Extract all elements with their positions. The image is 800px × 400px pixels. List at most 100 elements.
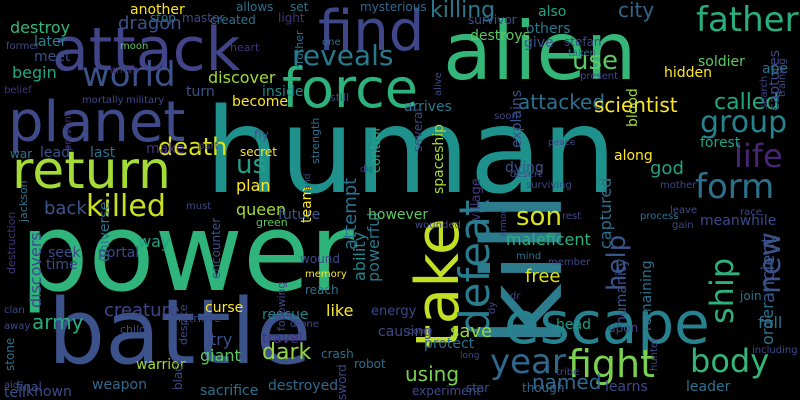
word-tribe: tribe xyxy=(556,367,580,378)
word-power: power xyxy=(20,191,354,316)
word-turn: turn xyxy=(186,84,215,100)
word-rest: rest xyxy=(562,211,582,222)
word-land: land xyxy=(303,173,313,193)
word-human: human xyxy=(205,82,617,220)
word-long: long xyxy=(460,351,480,361)
word-mother: mother xyxy=(660,180,697,191)
word-head: head xyxy=(556,317,591,333)
word-heart: heart xyxy=(230,41,260,54)
word-last: last xyxy=(90,145,116,161)
word-return: return xyxy=(12,141,171,201)
word-dragon: dragon xyxy=(118,13,182,34)
word-though: though xyxy=(522,381,565,395)
word-drone: drone xyxy=(290,319,319,330)
word-secret: secret xyxy=(240,145,277,159)
word-meet: meet xyxy=(34,49,71,65)
word-created: created xyxy=(210,13,256,27)
word-including: including xyxy=(752,345,798,356)
word-arrives: arrives xyxy=(404,99,452,115)
word-fall: fall xyxy=(758,313,783,332)
word-remaining: remaining xyxy=(639,260,655,331)
word-however: however xyxy=(368,207,429,223)
word-tell: tell xyxy=(4,385,26,400)
word-causing: causing xyxy=(378,324,433,340)
word-soon: soon xyxy=(494,111,518,122)
word-make: make xyxy=(146,141,185,157)
word-mind: mind xyxy=(516,251,542,262)
word-city: city xyxy=(618,0,655,22)
word-former: former xyxy=(6,41,40,52)
word-experiment: experiment xyxy=(412,384,481,398)
word-escape: escape xyxy=(504,289,710,357)
word-become: become xyxy=(232,94,289,110)
word-try: try xyxy=(210,330,233,349)
word-alive: alive xyxy=(433,72,444,96)
word-star: star xyxy=(466,381,490,395)
word-military: military xyxy=(126,95,165,106)
word-away: away xyxy=(4,321,31,332)
word-giant: giant xyxy=(200,346,241,365)
word-body: body xyxy=(690,342,770,380)
word-death: death xyxy=(158,133,228,161)
word-warrior: warrior xyxy=(136,357,186,373)
word-called: called xyxy=(714,90,780,115)
word-village: village xyxy=(469,178,484,221)
word-desert: desert xyxy=(510,169,542,180)
word-year: year xyxy=(490,342,566,382)
word-child: child xyxy=(120,323,147,336)
word-race: race xyxy=(740,207,762,218)
word-leader: leader xyxy=(686,379,731,395)
word-battle: battle xyxy=(48,280,312,385)
word-join: join xyxy=(740,289,762,303)
word-mysterious: mysterious xyxy=(360,0,427,14)
word-curse: curse xyxy=(205,300,244,316)
word-use: use xyxy=(572,46,619,76)
word-master: master xyxy=(182,11,225,25)
word-father: father xyxy=(696,0,799,40)
word-present: present xyxy=(580,71,619,82)
word-reach: reach xyxy=(305,283,339,297)
word-protect: protect xyxy=(424,336,475,352)
word-maleficent: maleficent xyxy=(506,230,591,249)
word-also: also xyxy=(538,4,567,20)
word-discover: discover xyxy=(208,68,276,87)
word-stop: stop xyxy=(150,11,176,25)
word-belief: belief xyxy=(4,85,32,96)
word-way: way xyxy=(138,232,171,251)
word-blood: blood xyxy=(625,88,641,127)
word-fly: fly xyxy=(254,128,269,142)
word-reveals: reveals xyxy=(292,39,394,72)
word-attacked: attacked xyxy=(518,90,606,114)
word-attack: attack xyxy=(52,15,241,85)
word-creature: creature xyxy=(104,300,180,321)
word-allows: allows xyxy=(236,0,274,14)
word-meanwhile: meanwhile xyxy=(700,213,777,229)
word-give: give xyxy=(524,35,554,51)
word-jackson: jackson xyxy=(17,180,30,222)
word-time: time xyxy=(46,257,78,273)
word-crash: crash xyxy=(321,347,354,361)
word-later: later xyxy=(34,34,67,50)
word-hunter: hunter xyxy=(649,337,660,371)
word-seek: seek xyxy=(48,245,81,261)
word-hidden: hidden xyxy=(664,65,713,81)
word-brother: brother xyxy=(293,30,306,71)
word-moon: moon xyxy=(120,41,149,52)
word-part: part xyxy=(198,141,219,152)
word-scientist: scientist xyxy=(594,93,678,117)
word-search: search xyxy=(759,75,770,109)
word-humanity: humanity xyxy=(614,258,630,326)
word-stefan: stefan xyxy=(564,35,602,49)
word-destroy: destroy xyxy=(10,18,71,37)
word-arrive: arrive xyxy=(110,65,140,76)
word-taken: taken xyxy=(568,48,596,59)
word-plan: plan xyxy=(236,176,271,195)
word-one: one xyxy=(322,37,341,48)
word-peace: peace xyxy=(548,138,576,148)
word-lead: lead xyxy=(40,145,70,161)
word-army: army xyxy=(32,310,84,334)
word-wounded: wounded xyxy=(415,220,461,231)
word-begin: begin xyxy=(12,63,57,82)
word-mortally: mortally xyxy=(82,95,124,106)
